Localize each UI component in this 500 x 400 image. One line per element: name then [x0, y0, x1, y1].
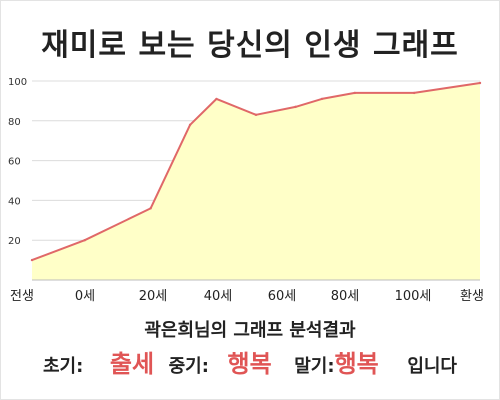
x-tick-label-3: 40세 — [204, 289, 233, 304]
analysis-result: 초기: 출세 중기: 행복 말기:행복 입니다 — [0, 349, 500, 382]
mid-label: 중기: — [168, 356, 209, 377]
y-tick-label-100: 100 — [8, 77, 27, 88]
x-tick-labels: 전생 0세 20세 40세 60세 80세 100세 환생 — [10, 289, 484, 304]
area-fill — [32, 83, 480, 280]
data-point-1 — [83, 239, 86, 242]
late-label: 말기: — [294, 356, 335, 377]
analysis-heading: 곽은희님의 그래프 분석결과 — [144, 320, 356, 341]
data-point-7 — [320, 97, 324, 101]
ending-text: 입니다 — [407, 356, 457, 377]
x-tick-label-0: 전생 — [10, 289, 34, 304]
chart-title: 재미로 보는 당신의 인생 그래프 — [41, 28, 459, 63]
y-tick-label-80: 80 — [8, 117, 21, 128]
data-point-9 — [412, 91, 416, 95]
data-point-3 — [188, 123, 192, 126]
data-point-5 — [254, 113, 258, 117]
x-tick-label-2: 20세 — [139, 289, 168, 304]
x-tick-label-5: 80세 — [331, 289, 360, 304]
data-point-2 — [149, 207, 152, 210]
y-tick-label-20: 20 — [8, 236, 21, 247]
data-point-4 — [215, 97, 218, 101]
early-label: 초기: — [43, 356, 84, 377]
data-point-0 — [30, 258, 34, 262]
x-tick-label-6: 100세 — [395, 289, 432, 304]
y-tick-labels: 20 40 60 80 100 — [8, 77, 27, 247]
data-point-8 — [353, 91, 357, 95]
x-tick-label-1: 0세 — [75, 289, 95, 304]
x-tick-label-7: 환생 — [460, 289, 484, 304]
mid-value: 행복 — [227, 350, 272, 378]
data-point-10 — [478, 81, 482, 85]
y-tick-label-60: 60 — [8, 157, 21, 168]
y-tick-label-40: 40 — [8, 196, 21, 207]
early-value: 출세 — [109, 350, 155, 378]
x-tick-label-4: 60세 — [268, 289, 297, 304]
data-point-6 — [294, 105, 297, 109]
late-value: 행복 — [334, 350, 379, 378]
